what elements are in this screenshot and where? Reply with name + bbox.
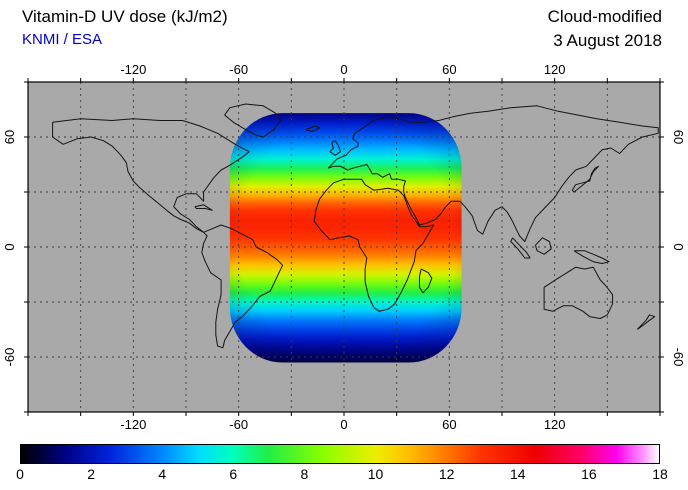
lat-tick-label-left: 0 [2,243,17,250]
lat-tick-label-left: -60 [2,348,17,367]
source-label: KNMI / ESA [22,31,103,48]
graticule [28,82,660,412]
lon-tick-label-bottom: -120 [120,417,146,432]
lat-tick-label-right: 60 [671,130,686,144]
world-map-svg: -120 -120 -60 -60 0 0 60 60 120 120 60 60 0 0 -60 -60 [2,62,686,432]
colorbar-tick-label: 10 [367,466,384,482]
colorbar-gradient [20,444,660,464]
coastlines [52,103,659,349]
lat-tick-label-right: -60 [671,348,686,367]
page-title: Vitamin-D UV dose (kJ/m2) [22,7,228,26]
colorbar-tick-label: 18 [652,466,668,482]
mode-label: Cloud-modified [547,7,662,26]
colorbar-tick-label: 2 [87,466,96,482]
colorbar-tick-label: 0 [16,466,24,482]
data-swath-vignette [229,113,462,363]
colorbar-tick-label: 4 [158,466,167,482]
colorbar-tick-label: 14 [509,466,526,482]
lon-tick-label-top: 0 [340,62,347,77]
lon-tick-label-top: 60 [442,62,456,77]
lon-tick-label-bottom: 120 [544,417,566,432]
lon-tick-label-top: 120 [544,62,566,77]
lon-tick-label-top: -60 [229,62,248,77]
lon-tick-label-bottom: 0 [340,417,347,432]
lat-tick-label-left: 60 [2,130,17,144]
colorbar-tick-label: 8 [300,466,309,482]
axis-ticks [24,78,664,416]
lon-tick-label-top: -120 [120,62,146,77]
lat-tick-label-right: 0 [671,243,686,250]
colorbar-tick-label: 12 [438,466,455,482]
colorbar-tick-label: 16 [581,466,597,482]
lon-tick-label-bottom: 60 [442,417,456,432]
colorbar-tick-label: 6 [229,466,238,482]
lon-tick-label-bottom: -60 [229,417,248,432]
date-label: 3 August 2018 [553,31,662,50]
